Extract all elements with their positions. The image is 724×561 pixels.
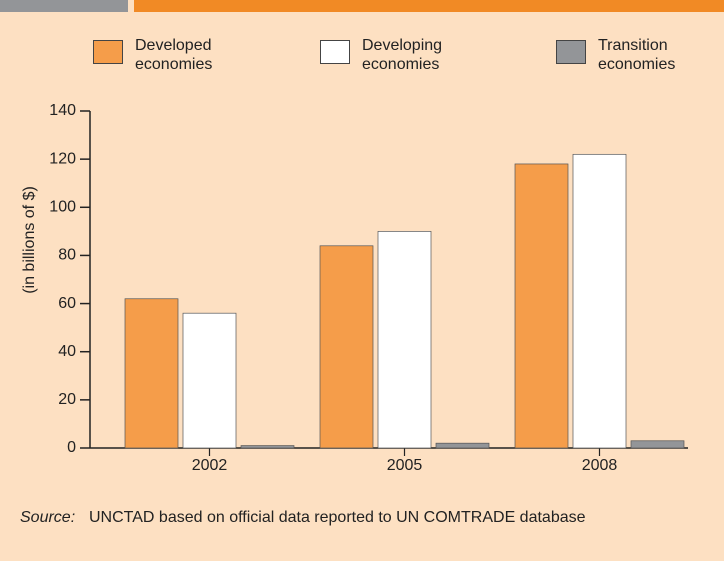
x-tick-label: 2005 [387, 457, 423, 474]
source-text: UNCTAD based on official data reported t… [89, 509, 586, 526]
legend-label: Developed economies [135, 37, 213, 73]
bar [182, 312, 237, 449]
header-bar-orange [134, 0, 724, 12]
y-tick-label: 0 [67, 439, 76, 456]
y-tick-label: 140 [49, 102, 76, 119]
bar [240, 445, 295, 449]
bar [514, 163, 569, 449]
legend-item: Developed economies [93, 36, 247, 74]
legend-label: Transition economies [598, 37, 676, 73]
bar [630, 440, 685, 449]
source-label: Source: [20, 509, 75, 526]
legend-swatch [556, 40, 586, 64]
bar [319, 245, 374, 449]
bar [435, 442, 490, 449]
x-tick-label: 2002 [192, 457, 228, 474]
y-axis-label: (in billions of $) [21, 186, 38, 294]
legend-swatch [93, 40, 123, 64]
legend-swatch [320, 40, 350, 64]
bar [572, 153, 627, 449]
bar [377, 231, 432, 449]
legend-label: Developing economies [362, 37, 443, 73]
y-tick-label: 100 [49, 199, 76, 216]
y-tick-label: 120 [49, 150, 76, 167]
y-tick-label: 40 [58, 343, 76, 360]
y-tick-label: 80 [58, 247, 76, 264]
y-tick-label: 20 [58, 391, 76, 408]
legend-item: Transition economies [556, 36, 710, 74]
x-tick-label: 2008 [582, 457, 618, 474]
bar [124, 298, 179, 449]
legend-item: Developing economies [320, 36, 474, 74]
y-tick-label: 60 [58, 295, 76, 312]
header-bar-gray [0, 0, 128, 12]
